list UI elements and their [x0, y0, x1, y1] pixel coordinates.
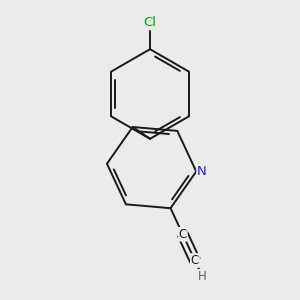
Text: N: N	[197, 165, 207, 178]
Text: C: C	[178, 228, 187, 241]
Text: C: C	[191, 254, 199, 267]
Text: Cl: Cl	[143, 16, 157, 29]
Text: H: H	[198, 270, 207, 283]
